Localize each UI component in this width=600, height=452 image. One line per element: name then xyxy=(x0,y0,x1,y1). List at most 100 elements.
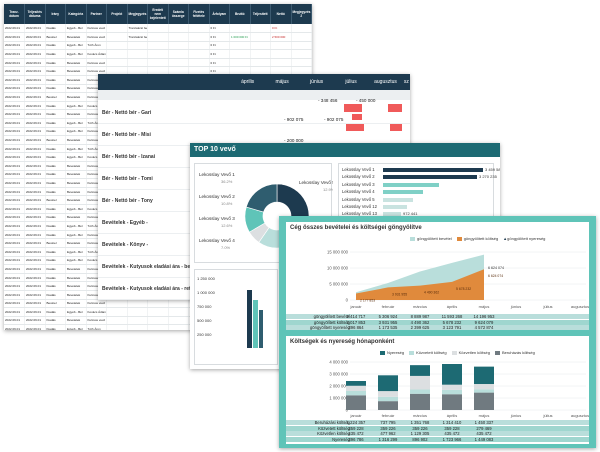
table-cell: 2022.09.01 xyxy=(4,41,25,51)
month-header[interactable]: június xyxy=(310,79,324,85)
pivot-value: - 450 000 xyxy=(356,98,376,103)
y-tick: 15 000 000 xyxy=(327,250,349,255)
column-bar xyxy=(259,310,263,348)
bar-label: Lekosslay Vevő 2 xyxy=(342,174,375,180)
data-table-row: göngyölített nyereség 396 864 1 173 535 2 3… xyxy=(286,325,589,330)
row-value: 359 228 xyxy=(348,425,364,431)
column-bar xyxy=(253,300,258,348)
table-cell: Egyéb - Bér xyxy=(65,152,87,162)
bar-label: Lekosslay Vevő 13 xyxy=(342,211,377,217)
column-header[interactable]: Kategória xyxy=(65,4,87,24)
row-value: 737 795 xyxy=(380,420,396,425)
column-header[interactable]: Fizetés feltétele xyxy=(188,4,210,24)
y-tick: 10 000 000 xyxy=(327,266,349,271)
table-row[interactable]: 2022.09.01 2022.09.01 Kiadás Egyéb - Bér Tót… xyxy=(4,41,312,51)
column-header[interactable]: Teljesített xyxy=(250,4,271,24)
table-row[interactable]: 2022.09.01 2022.09.01 Kiadás Bevételek Kulcs… xyxy=(4,58,312,68)
month-header[interactable]: sz xyxy=(403,79,409,85)
column-header[interactable]: Megjegyzés xyxy=(127,4,148,24)
table-cell: 0 Ft xyxy=(209,41,230,51)
column-header[interactable]: Teljesítés dátuma xyxy=(24,4,46,24)
stack-segment xyxy=(346,395,366,410)
y-tick: 250 000 xyxy=(197,332,212,337)
table-cell xyxy=(106,324,128,330)
table-cell: Bevételek xyxy=(65,84,87,94)
bar-label: Lekosslay Vevő 1 xyxy=(342,167,375,172)
area-label: 2 177 853 xyxy=(360,299,375,303)
row-label: Közvetlen költség xyxy=(317,431,350,436)
table-cell: 2022.09.01 xyxy=(4,109,25,120)
table-cell: Tranzakció fee xyxy=(127,24,148,34)
table-cell xyxy=(127,307,148,317)
column-chart xyxy=(247,290,263,348)
table-row[interactable]: 2022.09.01 2022.09.01 Kiadás Egyéb - Bér Kul… xyxy=(4,24,312,34)
table-cell xyxy=(270,49,292,59)
column-header[interactable]: Irány xyxy=(45,4,66,24)
table-cell xyxy=(270,41,292,51)
pie-label: Lekosslay Vevő 2 xyxy=(199,194,235,199)
cumulative-dashboard: Cég összes bevételei és költségei göngyö… xyxy=(279,216,596,448)
table-cell: Tóth Áron xyxy=(86,41,107,51)
y-tick: 1 000 000 xyxy=(329,396,348,401)
table-cell: Kiadás xyxy=(45,307,66,317)
month-header[interactable]: május xyxy=(275,79,289,85)
bar-value: 3 459 588 xyxy=(485,167,500,172)
table-cell: Bevételek xyxy=(65,178,87,188)
row-value: 14 196 953 xyxy=(473,314,495,319)
table-cell: 2022.09.01 xyxy=(4,84,25,94)
table-cell: 2022.09.01 xyxy=(4,187,25,197)
row-value: 11 593 268 xyxy=(441,314,463,319)
table-cell: Kulcsos vevő xyxy=(86,24,107,34)
table-cell xyxy=(188,41,210,51)
column-header[interactable]: Partner xyxy=(86,4,107,24)
table-cell: 2022.09.01 xyxy=(4,238,25,248)
table-cell: Bevételek xyxy=(65,161,87,171)
table-cell xyxy=(106,41,128,51)
column-header[interactable]: Árfolyam xyxy=(209,4,230,24)
row-value: 3 931 955 xyxy=(378,319,398,325)
column-header[interactable]: Számla összege xyxy=(168,4,189,24)
table-cell: Egyéb - Bér xyxy=(65,41,87,51)
column-header[interactable]: Megjegyzés 2 xyxy=(291,4,312,24)
stack-segment xyxy=(474,366,494,385)
month-header[interactable]: április xyxy=(241,79,255,85)
table-cell: Kiadás xyxy=(45,49,66,59)
table-cell: 2022.09.01 xyxy=(24,316,46,326)
table-row[interactable]: 2022.09.01 2022.09.01 Bevétel Bevételek Kulc… xyxy=(4,32,312,42)
table-cell xyxy=(188,24,210,34)
column-header[interactable]: Eredeti nem bejelentett xyxy=(147,4,169,24)
y-tick: 1 000 000 xyxy=(197,290,215,295)
stack-segment xyxy=(410,389,430,394)
table-cell: 2022.09.01 xyxy=(4,24,25,34)
row-value: 1 314 410 xyxy=(442,420,462,425)
table-cell: Kiadás xyxy=(45,58,66,68)
data-table-row: Nyereség 396 786 1 316 299 896 902 1 723 966… xyxy=(286,436,589,442)
table-cell: Egyéb - Bér xyxy=(65,230,87,240)
column-header[interactable]: Tranz. dátum xyxy=(4,4,25,24)
table-cell: Bevételek xyxy=(65,281,87,291)
table-cell: 2022.09.01 xyxy=(24,109,46,120)
table-cell: Egyéb - Bér xyxy=(65,24,87,34)
bar xyxy=(383,190,423,195)
table-row[interactable]: 2022.09.01 2022.09.01 Kiadás Egyéb - Bér Kov… xyxy=(4,49,312,59)
table-cell: Bevételek xyxy=(65,195,87,205)
row-value: 396 786 xyxy=(348,436,364,442)
table-cell: Kulcsos vevő xyxy=(86,299,107,309)
table-cell: 2022.09.01 xyxy=(4,281,25,291)
bar-value: 972 441 xyxy=(403,211,418,217)
chart-title: Cég összes bevételei és költségei göngyö… xyxy=(290,225,422,231)
y-tick: 2 000 000 xyxy=(329,384,348,389)
table-cell: 2022.09.01 xyxy=(24,299,46,309)
month-header[interactable]: augusztus xyxy=(374,79,397,85)
month-header[interactable]: július xyxy=(345,79,357,85)
table-cell: 2022.09.01 xyxy=(24,41,46,51)
stack-segment xyxy=(346,385,366,391)
table-cell: Kiadás xyxy=(45,127,66,137)
y-tick: 4 000 000 xyxy=(329,360,348,365)
bar-label: Lekosslay Vevő 12 xyxy=(342,204,377,209)
table-cell: 2022.09.01 xyxy=(4,307,25,317)
table-row[interactable]: 2022.09.01 2022.09.01 Kiadás Bevételek Kulcs… xyxy=(4,66,312,77)
column-header[interactable]: Nettó xyxy=(270,4,292,24)
column-header[interactable]: Bruttó xyxy=(229,4,251,24)
column-header[interactable]: Projekt xyxy=(106,4,128,24)
